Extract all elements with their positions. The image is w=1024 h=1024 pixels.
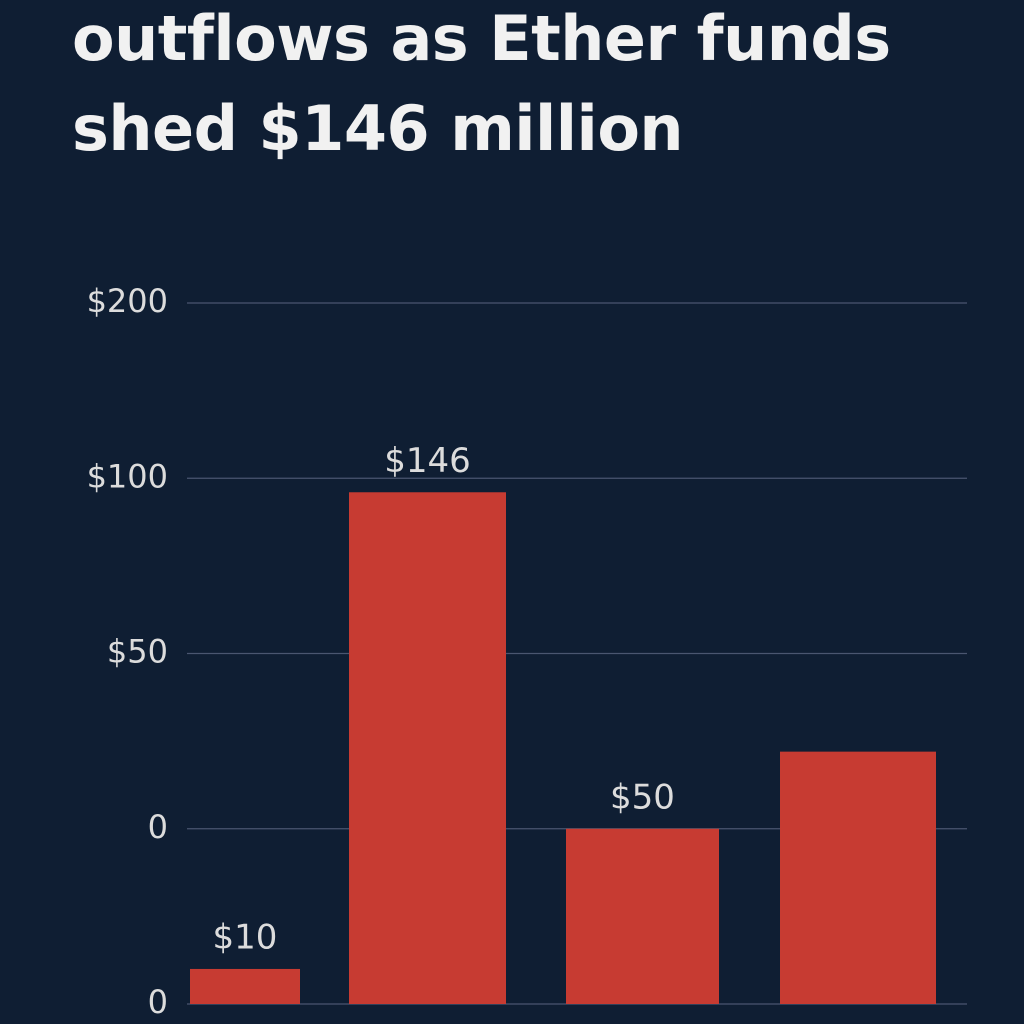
bar	[190, 968, 300, 1004]
y-tick-label: 0	[148, 983, 168, 1021]
bar	[349, 492, 506, 1004]
y-tick-label: 0	[148, 808, 168, 846]
bar	[780, 751, 936, 1004]
data-label: $10	[213, 917, 278, 957]
data-label: $50	[610, 777, 675, 817]
bar	[566, 828, 719, 1004]
y-tick-label: $200	[87, 282, 168, 320]
y-tick-label: $100	[87, 457, 168, 495]
data-label: $146	[384, 441, 471, 481]
y-tick-label: $50	[107, 633, 168, 671]
chart-title: outflows as Ether funds shed $146 millio…	[72, 2, 891, 165]
